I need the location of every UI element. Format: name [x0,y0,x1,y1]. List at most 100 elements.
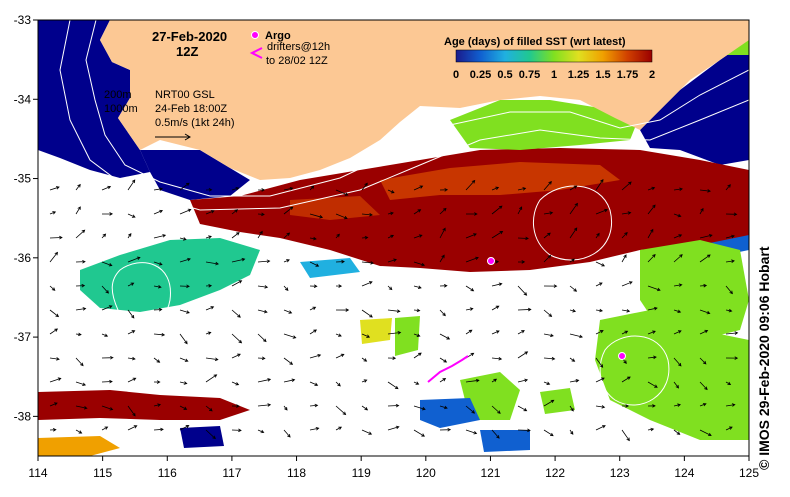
current-vector [101,185,112,191]
current-vector [205,306,215,311]
current-vector [283,232,291,239]
current-vector [517,236,529,241]
argo-float-2 [618,352,626,360]
current-vector [647,427,655,432]
current-vector [387,258,397,263]
current-vector [335,213,348,220]
current-vector [439,284,448,288]
current-vector [309,213,324,219]
sst-orange-south [38,436,120,456]
current-vector [699,233,713,239]
current-vector [335,426,343,431]
current-vector [543,180,552,191]
current-vector [101,285,110,294]
drifter-legend-label: drifters@12h [267,41,330,53]
current-vector [439,227,446,239]
current-vector [257,403,272,407]
current-vector [439,357,448,363]
current-vector [621,211,632,215]
current-vector [491,330,500,335]
current-vector [283,405,288,411]
current-vector [361,235,369,240]
current-vector [335,259,345,264]
current-vector [335,233,340,239]
current-vector [621,404,630,408]
current-vector [101,426,109,431]
current-vector [543,232,551,239]
sst-green-east-cell [595,310,749,440]
current-vector [569,379,580,383]
current-vector [127,377,137,383]
current-vector [387,211,394,216]
y-tick-label: -34 [14,92,32,106]
current-vector [647,381,658,388]
current-vector [569,357,576,362]
current-vector [153,427,164,432]
current-vector [569,429,574,435]
current-vector [179,257,191,263]
current-vector [49,186,60,191]
current-vector [205,374,218,383]
current-vector [543,333,554,338]
current-vector [127,330,136,335]
current-vector [283,429,291,438]
current-vector [153,307,163,312]
current-vector [699,309,711,315]
current-vector [231,353,241,359]
current-vector [361,333,371,338]
current-vector [517,378,529,383]
title-date: 27-Feb-2020 [152,29,227,44]
current-vector [621,376,631,383]
current-vector [699,189,711,193]
sst-band-orange-2 [290,196,380,220]
current-vector [75,283,86,288]
current-vector [335,308,350,312]
argo-legend-icon [251,31,259,39]
x-tick-label: 125 [739,466,759,480]
current-vector [101,405,114,411]
current-vector [361,212,373,217]
current-vector [257,285,269,289]
plot-frame [37,19,750,457]
current-vector [517,307,532,312]
current-vector [413,429,425,437]
current-vector [231,381,240,386]
current-vector [725,381,732,385]
current-vector [647,355,657,360]
current-vector [647,204,656,215]
current-vector [621,254,627,263]
current-vector [127,179,136,191]
current-vector [673,187,683,191]
current-vector [283,309,293,314]
current-vector [231,232,240,239]
current-vector [205,405,213,412]
current-vector [517,330,525,335]
current-vector [101,333,109,337]
current-vector [179,425,190,431]
current-vector [153,234,167,239]
current-vector [517,285,528,296]
current-vector [387,330,402,335]
current-vector [595,232,600,239]
argo-legend-label: Argo [265,30,291,42]
current-vector [491,230,504,239]
current-vector [205,331,212,335]
current-vector [465,212,478,216]
current-vector [205,261,219,266]
current-vector [387,425,400,431]
current-vector [647,186,656,191]
current-vector [387,285,393,291]
current-vector [75,183,81,191]
current-vector [699,402,707,407]
current-vector [647,306,658,311]
current-vector [231,333,243,344]
current-vector [49,235,63,240]
current-vector [309,306,317,311]
x-tick-label: 121 [480,466,500,480]
current-vector [699,357,707,365]
current-vector [231,428,242,433]
current-vector [413,405,426,411]
sst-blue-mid [300,258,360,278]
contour-eddy-1 [532,185,613,261]
current-vector [439,254,445,263]
